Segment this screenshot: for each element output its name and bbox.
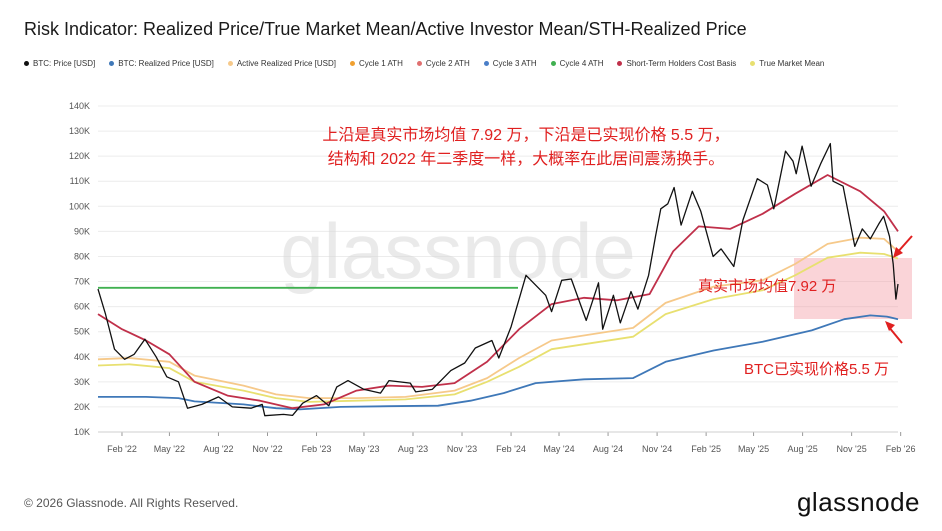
legend-label: Cycle 3 ATH — [492, 58, 537, 68]
y-tick-label: 120K — [69, 151, 90, 161]
x-tick-label: Nov '25 — [837, 444, 867, 454]
legend-item[interactable]: BTC: Price [USD] — [24, 59, 95, 68]
legend-item[interactable]: Cycle 2 ATH — [416, 58, 470, 68]
series-line-btc-price-usd — [97, 142, 899, 417]
y-tick-label: 110K — [70, 176, 90, 186]
legend: BTC: Price [USD] BTC: Realized Price [USD… — [24, 56, 824, 70]
x-tick-label: May '25 — [738, 444, 769, 454]
y-tick-label: 130K — [69, 126, 90, 136]
legend-dot-icon — [550, 60, 556, 66]
y-tick-label: 140K — [69, 101, 90, 111]
x-tick-label: Aug '24 — [593, 444, 623, 454]
legend-dot-icon — [24, 60, 29, 66]
legend-item[interactable]: True Market Mean — [750, 59, 824, 68]
legend-label: True Market Mean — [759, 58, 825, 68]
legend-dot-icon — [750, 60, 756, 66]
legend-item[interactable]: Cycle 3 ATH — [483, 58, 537, 68]
axis-layer: 10K 20K 30K 40K 50K 60K 70K 80K 90K 100K 110K 120K 1… — [69, 101, 916, 454]
x-tick-label: Nov '24 — [642, 444, 672, 454]
legend-label: Cycle 2 ATH — [425, 58, 470, 68]
series-line-true-market-mean — [97, 251, 899, 403]
x-tick-label: May '22 — [154, 444, 185, 454]
legend-dot-icon — [483, 60, 489, 66]
annotation-true-market-mean: 真实市场均值7.92 万 — [698, 278, 837, 295]
legend-label: Cycle 4 ATH — [559, 58, 604, 68]
x-tick-label: Feb '24 — [496, 444, 526, 454]
legend-dot-icon — [227, 60, 233, 66]
x-tick-label: May '24 — [543, 444, 574, 454]
y-tick-label: 10K — [74, 427, 90, 437]
y-tick-label: 70K — [74, 277, 90, 287]
legend-label: Cycle 1 ATH — [358, 58, 403, 68]
annotation-realized-price: BTC已实现价格5.5 万 — [744, 361, 890, 378]
x-tick-label: May '23 — [348, 444, 379, 454]
x-tick-label: Feb '25 — [691, 444, 721, 454]
series-layer — [97, 142, 899, 417]
annotation-main-line1: 上沿是真实市场均值 7.92 万，下沿是已实现价格 5.5 万， — [322, 127, 730, 144]
arrow-bottom-icon — [885, 321, 903, 344]
legend-item[interactable]: Active Realized Price [USD] — [227, 58, 336, 68]
x-tick-label: Nov '22 — [252, 444, 282, 454]
legend-item[interactable]: BTC: Realized Price [USD] — [109, 59, 214, 68]
page-title: Risk Indicator: Realized Price/True Mark… — [24, 19, 747, 39]
x-tick-label: Feb '22 — [107, 444, 137, 454]
highlight-zone — [794, 258, 912, 319]
legend-item[interactable]: Short-Term Holders Cost Basis — [617, 59, 736, 68]
x-tick-label: Feb '23 — [302, 444, 332, 454]
legend-label: BTC: Price [USD] — [33, 58, 96, 68]
copyright-footer: © 2026 Glassnode. All Rights Reserved. — [24, 496, 239, 510]
y-tick-label: 20K — [74, 402, 90, 412]
y-tick-label: 80K — [74, 251, 90, 261]
y-tick-label: 50K — [74, 327, 90, 337]
series-line-active-realized-price-usd — [97, 236, 899, 400]
y-tick-label: 30K — [74, 377, 90, 387]
legend-label: Short-Term Holders Cost Basis — [626, 58, 737, 68]
legend-dot-icon — [109, 60, 115, 66]
watermark: glassnode — [280, 207, 636, 295]
x-tick-label: Feb '26 — [886, 444, 916, 454]
glassnode-logo: glassnode — [796, 487, 920, 517]
legend-item[interactable]: Cycle 4 ATH — [550, 58, 604, 68]
x-tick-label: Aug '23 — [398, 444, 428, 454]
y-tick-label: 100K — [69, 201, 90, 211]
legend-dot-icon — [617, 60, 623, 66]
annotation-main: 上沿是真实市场均值 7.92 万，下沿是已实现价格 5.5 万， 结构和 202… — [0, 124, 942, 172]
legend-dot-icon — [349, 60, 355, 66]
annotation-main-line2: 结构和 2022 年二季度一样，大概率在此居间震荡换手。 — [327, 151, 725, 168]
x-tick-label: Nov '23 — [447, 444, 477, 454]
legend-dot-icon — [416, 60, 422, 66]
legend-item[interactable]: Cycle 1 ATH — [349, 58, 403, 68]
y-tick-label: 60K — [74, 302, 90, 312]
y-tick-label: 90K — [74, 226, 90, 236]
arrow-top-icon — [893, 235, 913, 258]
x-tick-label: Aug '22 — [203, 444, 233, 454]
legend-label: BTC: Realized Price [USD] — [118, 58, 214, 68]
y-tick-label: 40K — [74, 352, 90, 362]
x-tick-label: Aug '25 — [787, 444, 817, 454]
legend-label: Active Realized Price [USD] — [236, 58, 336, 68]
